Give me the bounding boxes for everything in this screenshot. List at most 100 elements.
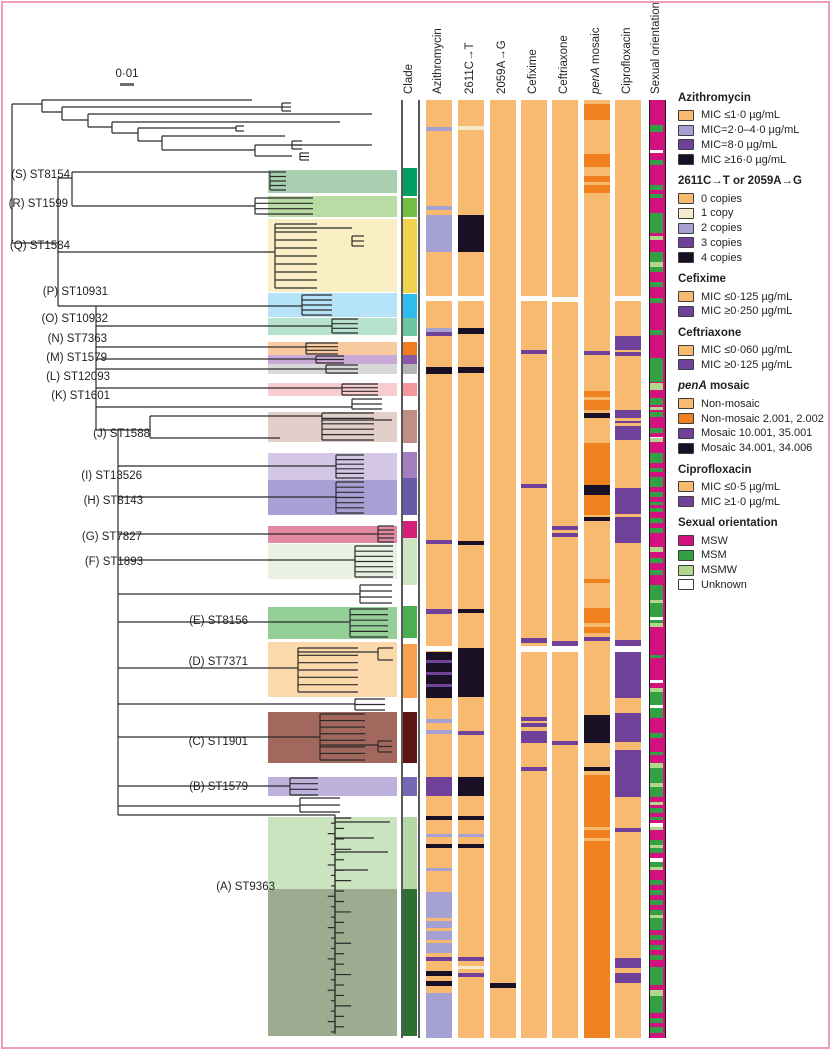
sexual-orientation-cell-49 xyxy=(650,787,663,797)
clade-strip-Q xyxy=(403,219,417,293)
legend-item-6-0: MSW xyxy=(678,533,828,548)
clade-strip-F xyxy=(403,538,417,585)
heatmap-cell-cefixime-1 xyxy=(521,350,547,354)
column-header-pena-mosaic: penA mosaic xyxy=(590,27,602,94)
sexual-orientation-cell-42 xyxy=(650,705,663,708)
clade-strip-K xyxy=(403,383,417,396)
heatmap-cell-c2611-9 xyxy=(458,777,484,796)
heatmap-cell-azithromycin-5 xyxy=(426,332,452,336)
heatmap-cell-pena-7 xyxy=(584,413,610,418)
legend-swatch-icon xyxy=(678,193,694,205)
sexual-orientation-cell-29 xyxy=(650,547,663,552)
clade-band-K xyxy=(268,383,397,396)
sexual-orientation-cell-33 xyxy=(650,600,663,603)
legend-group-title-6: Sexual orientation xyxy=(678,517,778,530)
legend-swatch-icon xyxy=(678,237,694,249)
heatmap-cell-azithromycin-20 xyxy=(426,868,452,871)
sexual-orientation-cell-26 xyxy=(650,508,663,512)
column-header-italic-part: penA xyxy=(590,67,602,94)
heatmap-cell-azithromycin-22 xyxy=(426,918,452,921)
heatmap-cell-azithromycin-7 xyxy=(426,540,452,544)
clade-label-J: (J) ST1588 xyxy=(93,428,150,440)
clade-label-L: (L) ST12093 xyxy=(46,371,110,383)
clade-label-P: (P) ST10931 xyxy=(42,286,108,298)
legend-item-label: 3 copies xyxy=(701,236,742,249)
sexual-orientation-cell-43 xyxy=(650,708,663,718)
sexual-orientation-cell-8 xyxy=(650,262,663,267)
scale-bar-label: 0·01 xyxy=(115,68,139,80)
legend-swatch-icon xyxy=(678,579,694,591)
sexual-orientation-cell-17 xyxy=(650,412,663,417)
sexual-orientation-cell-36 xyxy=(650,620,663,623)
legend-item-4-0: Non-mosaic xyxy=(678,396,828,411)
heatmap-cell-pena-6 xyxy=(584,400,610,410)
scale-bar: 0·01 xyxy=(107,68,147,86)
heatmap-cell-cefixime-5 xyxy=(521,717,547,721)
sexual-orientation-cell-72 xyxy=(650,996,663,1013)
legend-item-label: MIC=8·0 µg/mL xyxy=(701,138,778,151)
heatmap-cell-pena-14 xyxy=(584,627,610,633)
clade-label-N: (N) ST7363 xyxy=(47,333,107,345)
legend-item-4-1: Non-mosaic 2.001, 2.002 xyxy=(678,411,828,426)
heatmap-cell-c2611-13 xyxy=(458,957,484,961)
heatmap-cell-ciprofloxacin-13 xyxy=(615,828,641,832)
legend-swatch-icon xyxy=(678,413,694,425)
sexual-orientation-cell-46 xyxy=(650,763,663,768)
heatmap-cell-azithromycin-1 xyxy=(426,206,452,210)
legend-item-6-1: MSM xyxy=(678,548,828,563)
legend-item-0-1: MIC=2·0–4·0 µg/mL xyxy=(678,123,828,138)
sexual-orientation-cell-20 xyxy=(650,438,663,442)
heatmap-cell-pena-10 xyxy=(584,495,610,515)
legend-item-label: MIC ≤0·125 µg/mL xyxy=(701,290,793,303)
heatmap-cell-azithromycin-26 xyxy=(426,971,452,976)
legend: Azithromycin MIC ≤1·0 µg/mL MIC=2·0–4·0 µg… xyxy=(678,84,828,592)
clade-label-I: (I) ST13526 xyxy=(81,470,142,482)
sexual-orientation-cell-27 xyxy=(650,518,663,523)
heatmap-cell-pena-19 xyxy=(584,827,610,830)
clade-strip-S xyxy=(403,168,417,196)
column-header-clade: Clade xyxy=(403,63,415,94)
sexual-orientation-cell-6 xyxy=(650,236,663,240)
sexual-orientation-cell-12 xyxy=(650,330,663,335)
clade-strip-I xyxy=(403,452,417,478)
heatmap-cell-azithromycin-2 xyxy=(426,215,452,252)
heatmap-cell-c2611-14 xyxy=(458,966,484,969)
heatmap-cell-cefixime-8 xyxy=(521,767,547,771)
legend-item-4-2: Mosaic 10.001, 35.001 xyxy=(678,426,828,441)
heatmap-cell-azithromycin-15 xyxy=(426,730,452,734)
sexual-orientation-cell-51 xyxy=(650,808,663,813)
sexual-orientation-cell-34 xyxy=(650,603,663,617)
sexual-orientation-cell-48 xyxy=(650,783,663,787)
sexual-orientation-cell-32 xyxy=(650,585,663,600)
sexual-orientation-cell-14 xyxy=(650,383,663,390)
sexual-orientation-cell-10 xyxy=(650,282,663,287)
heatmap-cell-ciprofloxacin-15 xyxy=(615,973,641,983)
clade-band-A2 xyxy=(268,817,397,889)
heatmap-column-ceftriaxone xyxy=(552,100,578,1038)
heatmap-cell-cefixime-2 xyxy=(521,484,547,488)
clade-strip-D xyxy=(403,644,417,698)
legend-item-1-0: 0 copies xyxy=(678,191,828,206)
clade-strip-border-right xyxy=(418,100,420,1038)
heatmap-cell-pena-9 xyxy=(584,485,610,495)
heatmap-cell-ciprofloxacin-4 xyxy=(615,418,641,421)
column-header-ciprofloxacin: Ciprofloxacin xyxy=(621,27,633,94)
sexual-orientation-cell-30 xyxy=(650,558,663,563)
sexual-orientation-cell-0 xyxy=(650,125,663,132)
legend-item-3-1: MIC ≥0·125 µg/mL xyxy=(678,358,828,373)
heatmap-cell-ciprofloxacin-2 xyxy=(615,352,641,356)
sexual-orientation-cell-52 xyxy=(650,817,663,820)
legend-swatch-icon xyxy=(678,427,694,439)
clade-strip-C xyxy=(403,712,417,763)
heatmap-cell-c2611-8 xyxy=(458,731,484,735)
sexual-orientation-cell-38 xyxy=(650,655,663,658)
heatmap-cell-ceftriaxone-0 xyxy=(552,297,578,302)
clade-label-O: (O) ST10932 xyxy=(41,313,108,325)
legend-swatch-icon xyxy=(678,481,694,493)
legend-swatch-icon xyxy=(678,344,694,356)
clade-band-J xyxy=(268,412,397,442)
sexual-orientation-cell-13 xyxy=(650,358,663,382)
clade-strip-G xyxy=(403,521,417,538)
heatmap-column-ciprofloxacin xyxy=(615,100,641,1038)
